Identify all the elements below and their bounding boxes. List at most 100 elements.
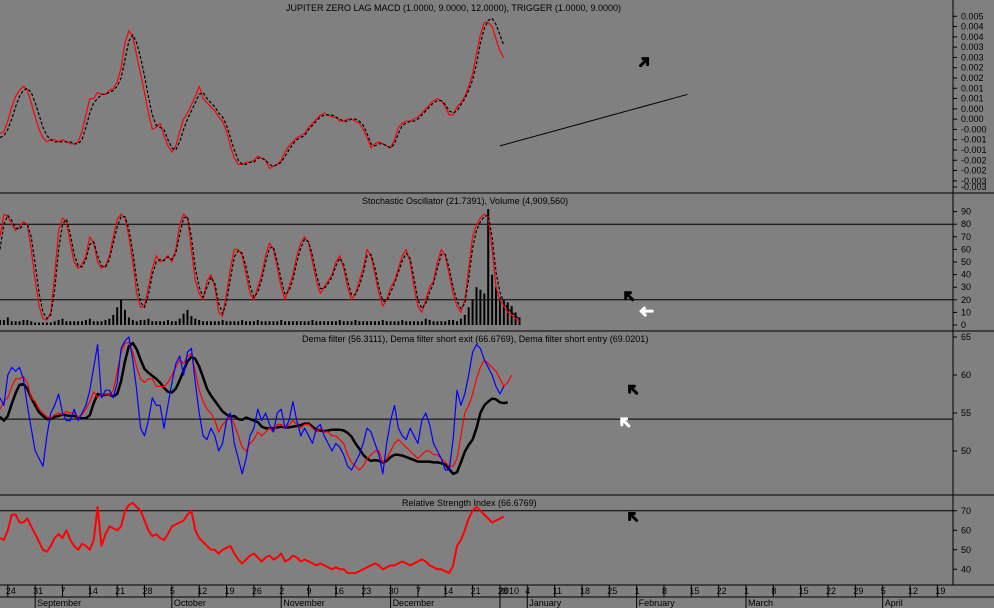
month-label: March: [748, 598, 773, 608]
volume-bar: [276, 321, 279, 325]
x-tick-label: 2: [279, 586, 284, 596]
volume-bar: [260, 321, 263, 325]
volume-bar: [147, 318, 150, 325]
volume-bar: [88, 318, 91, 325]
x-tick-label: 14: [443, 586, 453, 596]
volume-bar: [22, 319, 25, 325]
panel-price-oscillator: JUPITER ZERO LAG MACD (1.0000, 9.0000, 1…: [0, 0, 994, 194]
y-tick-label: 0.004: [961, 32, 984, 42]
volume-bar: [252, 321, 255, 325]
y-tick-label: 0.003: [961, 42, 984, 52]
volume-bar: [174, 321, 177, 325]
volume-bar: [416, 321, 419, 325]
x-tick-label: 22: [717, 586, 727, 596]
volume-bar: [448, 319, 451, 325]
y-tick-label: 70: [961, 232, 971, 242]
volume-bar: [0, 319, 1, 325]
x-tick-label: 14: [88, 586, 98, 596]
volume-bar: [264, 321, 267, 325]
y-tick-label: 40: [961, 564, 971, 574]
month-label: April: [885, 598, 903, 608]
volume-bar: [84, 319, 87, 325]
y-tick-label: 30: [961, 282, 971, 292]
x-tick-label: 19: [935, 586, 945, 596]
series-line-0: [0, 341, 508, 476]
volume-bar: [315, 321, 318, 325]
x-tick-label: 19: [225, 586, 235, 596]
series-line-1: [0, 341, 513, 471]
x-tick-label: 26: [252, 586, 262, 596]
x-tick-label: 15: [799, 586, 809, 596]
volume-bar: [288, 321, 291, 325]
y-tick-label: -0.003: [961, 182, 987, 192]
volume-bar: [413, 321, 416, 325]
volume-bar: [18, 321, 21, 325]
panel-dema: Dema filter (56.3111), Dema filter short…: [0, 331, 994, 496]
series-line-0: [0, 21, 505, 170]
x-tick-label: 15: [689, 586, 699, 596]
volume-bar: [393, 321, 396, 325]
y-tick-label: 55: [961, 408, 971, 418]
volume-bar: [334, 321, 337, 325]
panel-title: Dema filter (56.3111), Dema filter short…: [302, 334, 648, 344]
volume-bar: [330, 321, 333, 325]
volume-bar: [307, 321, 310, 325]
y-tick-label: 50: [961, 257, 971, 267]
volume-bar: [166, 319, 169, 325]
volume-bar: [303, 321, 306, 325]
x-tick-label: 31: [33, 586, 43, 596]
volume-bar: [229, 321, 232, 325]
volume-bar: [213, 321, 216, 325]
month-label: November: [283, 598, 325, 608]
volume-bar: [57, 319, 60, 325]
volume-bar: [38, 322, 41, 325]
x-tick-label: 12: [908, 586, 918, 596]
volume-bar: [463, 314, 466, 325]
y-tick-label: 50: [961, 545, 971, 555]
volume-bar: [190, 316, 193, 325]
volume-bar: [502, 299, 505, 325]
volume-bar: [377, 321, 380, 325]
volume-bar: [77, 321, 80, 325]
volume-bar: [198, 319, 201, 325]
annotation-arrow: [639, 306, 654, 317]
volume-bar: [295, 321, 298, 325]
trendline: [499, 93, 688, 147]
volume-bar: [401, 319, 404, 325]
volume-bar: [34, 322, 37, 325]
x-tick-label: 1: [744, 586, 749, 596]
volume-bar: [233, 321, 236, 325]
volume-bar: [268, 321, 271, 325]
volume-bar: [409, 321, 412, 325]
volume-bar: [116, 307, 119, 325]
volume-bar: [280, 319, 283, 325]
volume-bar: [284, 321, 287, 325]
annotation-arrow: [628, 512, 639, 522]
volume-bar: [202, 321, 205, 325]
volume-bar: [100, 321, 103, 325]
x-tick-label: 28: [143, 586, 153, 596]
x-tick-label: 22: [826, 586, 836, 596]
x-tick-label: 5: [170, 586, 175, 596]
y-tick-label: 20: [961, 295, 971, 305]
volume-bar: [327, 321, 330, 325]
y-tick-label: 0.000: [961, 104, 984, 114]
volume-bar: [436, 321, 439, 325]
y-tick-label: 0.002: [961, 73, 984, 83]
volume-bar: [487, 209, 490, 325]
volume-bar: [81, 321, 84, 325]
x-tick-label: 21: [115, 586, 125, 596]
volume-bar: [170, 321, 173, 325]
volume-bar: [96, 321, 99, 325]
volume-bar: [299, 321, 302, 325]
volume-bar: [6, 317, 9, 325]
volume-bar: [370, 321, 373, 325]
annotation-arrow: [624, 291, 635, 302]
month-label: December: [393, 598, 435, 608]
x-tick-label: 25: [607, 586, 617, 596]
volume-bar: [53, 321, 56, 325]
volume-bar: [30, 321, 33, 325]
y-tick-label: 65: [961, 332, 971, 342]
volume-bar: [358, 321, 361, 325]
